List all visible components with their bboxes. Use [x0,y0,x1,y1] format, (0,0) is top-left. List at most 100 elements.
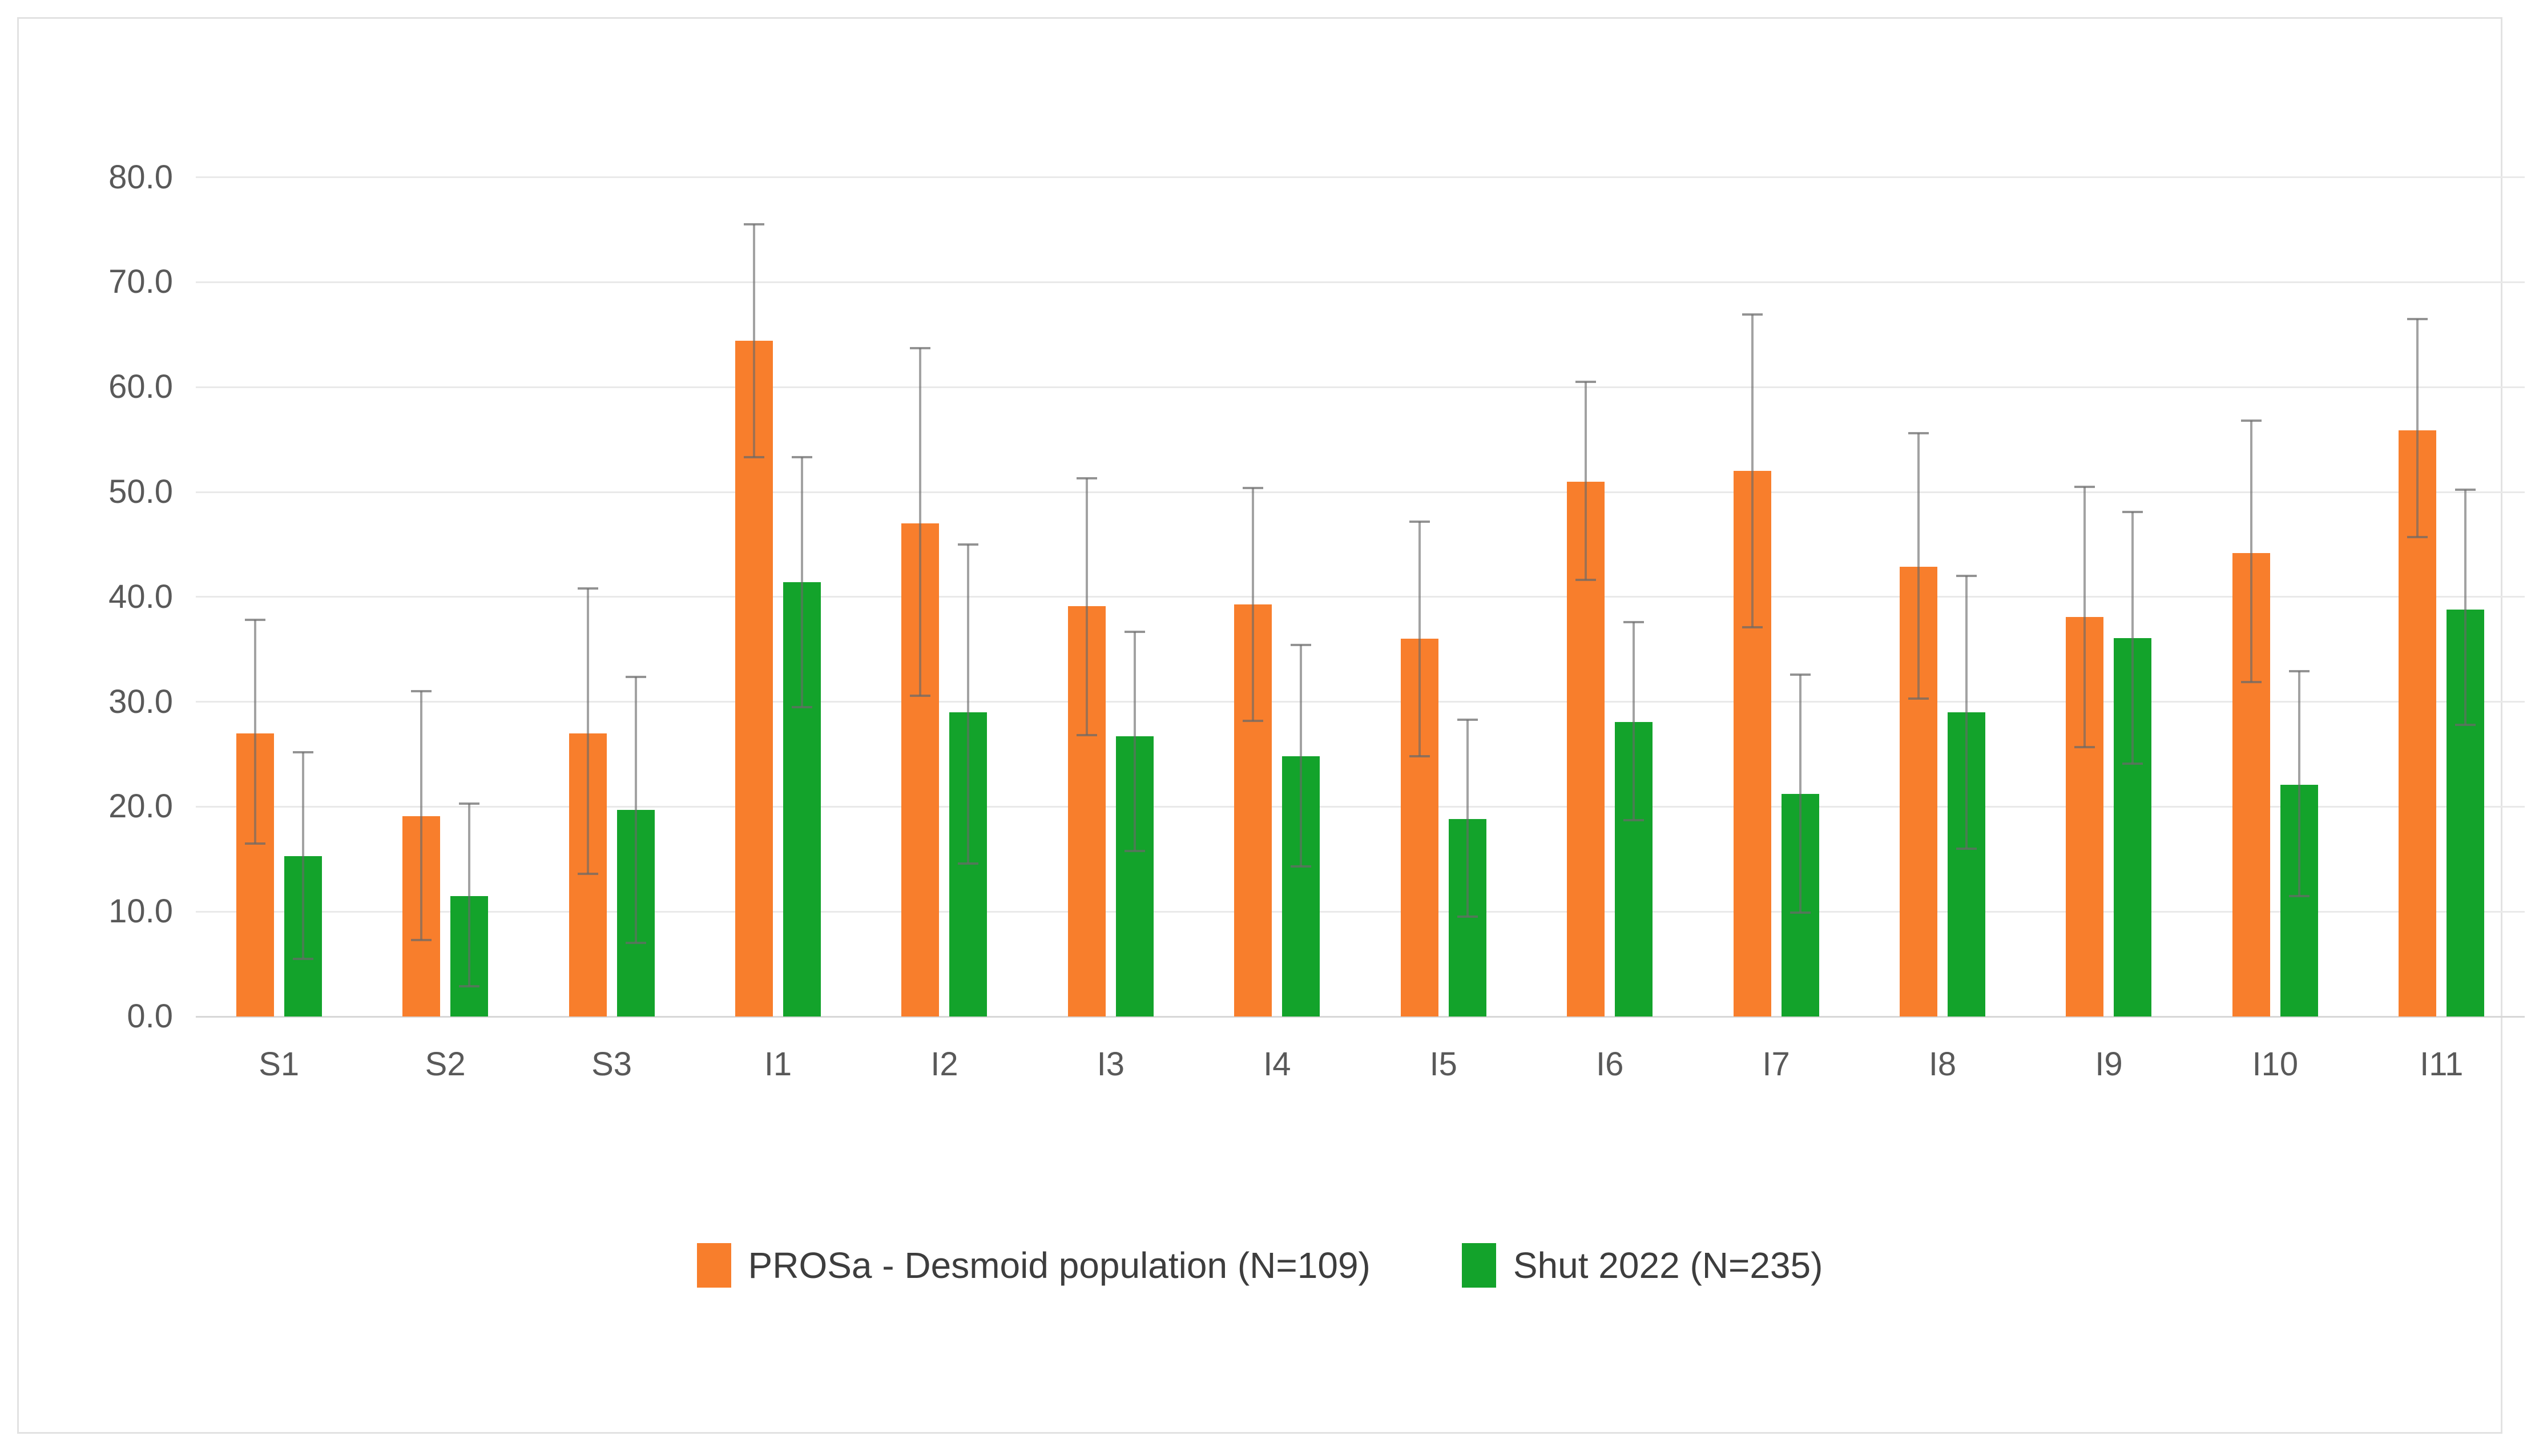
error-bar [1585,382,1587,580]
legend-item-prosa: PROSa - Desmoid population (N=109) [696,1243,1371,1288]
gridline [196,491,2525,493]
error-bar [420,691,423,940]
error-bar-cap [1409,520,1430,523]
error-bar-cap [459,802,480,805]
error-bar-cap [292,751,313,753]
gridline [196,910,2525,913]
error-bar-cap [792,705,812,708]
error-bar [1466,719,1469,917]
x-axis-tick-label: I6 [1595,1046,1624,1083]
error-bar [301,752,304,959]
error-bar-cap [1623,819,1645,822]
gridline [196,805,2525,808]
chart-frame: 0.0 10.0 20.0 30.0 40.0 50.0 60.0 70.0 80.0 S1 S2 S… [17,17,2525,1434]
gridline [196,176,2525,179]
error-bar [919,348,922,696]
y-axis-tick-label: 10.0 [108,893,173,930]
error-bar-cap [625,942,646,945]
error-bar-cap [1956,847,1977,850]
error-bar-cap [1243,719,1264,722]
error-bar-cap [792,456,812,459]
error-bar-cap [1124,849,1145,852]
error-bar-cap [2407,536,2428,539]
error-bar-cap [2240,680,2262,683]
error-bar-cap [1291,865,1312,868]
x-axis-tick-label: S3 [591,1046,632,1083]
error-bar-cap [1243,486,1264,489]
legend-label-prosa: PROSa - Desmoid population (N=109) [748,1245,1371,1286]
error-bar [1799,674,1801,913]
error-bar-cap [411,938,432,941]
error-bar [967,544,970,864]
error-bar [2416,318,2419,538]
error-bar [1252,487,1255,721]
error-bar-cap [625,675,646,678]
x-axis-tick-label: I3 [1097,1046,1125,1083]
legend-swatch-shut [1461,1243,1496,1288]
error-bar-cap [459,985,480,987]
error-bar [753,224,755,458]
x-axis-tick-label: S1 [259,1046,300,1083]
error-bar-cap [910,347,931,350]
plot-area: 0.0 10.0 20.0 30.0 40.0 50.0 60.0 70.0 80.0 S1 S2 S… [108,130,2525,1081]
error-bar-cap [1956,575,1977,578]
error-bar-cap [1908,432,1929,435]
error-bar [1751,314,1754,628]
error-bar-cap [2240,420,2262,422]
error-bar-cap [577,587,598,590]
error-bar-cap [1790,673,1811,676]
legend-swatch-prosa [696,1243,731,1288]
error-bar-cap [958,543,979,546]
error-bar-cap [1575,579,1597,582]
error-bar [634,676,637,943]
error-bar [1300,645,1303,867]
y-axis-tick-label: 80.0 [108,158,173,196]
error-bar-cap [744,223,764,226]
y-axis-tick-label: 60.0 [108,368,173,406]
gridline [196,386,2525,388]
error-bar-cap [1409,755,1430,758]
error-bar-cap [2122,510,2143,513]
error-bar-cap [1076,734,1097,737]
x-axis-tick-label: S2 [425,1046,466,1083]
error-bar-cap [1124,630,1145,633]
error-bar-cap [2455,724,2476,727]
error-bar [468,803,471,986]
error-bar-cap [2074,745,2095,748]
error-bar-cap [2122,763,2143,765]
y-axis-tick-label: 30.0 [108,683,173,720]
error-bar-cap [577,873,598,876]
error-bar [1133,631,1136,851]
error-bar-cap [1457,718,1478,721]
error-bar-cap [910,694,931,697]
error-bar-cap [1742,626,1763,629]
legend-label-shut: Shut 2022 (N=235) [1513,1245,1823,1286]
x-axis-tick-label: I8 [1928,1046,1957,1083]
error-bar [2131,511,2134,764]
error-bar-cap [244,842,265,845]
x-axis-tick-label: I10 [2252,1046,2299,1083]
error-bar [1965,576,1968,849]
x-axis-tick-label: I5 [1429,1046,1457,1083]
x-axis-tick-label: I9 [2095,1046,2123,1083]
error-bar-cap [2288,670,2310,673]
error-bar-cap [2074,485,2095,488]
y-axis-tick-label: 20.0 [108,788,173,825]
error-bar-cap [1623,620,1645,623]
error-bar-cap [292,957,313,960]
error-bar-cap [1457,915,1478,918]
error-bar-cap [1575,381,1597,384]
x-axis-tick-label: I11 [2420,1046,2464,1083]
error-bar-cap [744,456,764,459]
error-bar-cap [958,862,979,865]
error-bar [253,620,256,844]
gridline [196,281,2525,283]
error-bar-cap [1076,477,1097,480]
y-axis-tick-label: 40.0 [108,578,173,615]
error-bar [1418,521,1421,757]
x-axis-tick-label: I2 [930,1046,958,1083]
x-axis-tick-label: I7 [1762,1046,1790,1083]
x-axis-tick-label: I4 [1263,1046,1291,1083]
error-bar-cap [411,690,432,693]
